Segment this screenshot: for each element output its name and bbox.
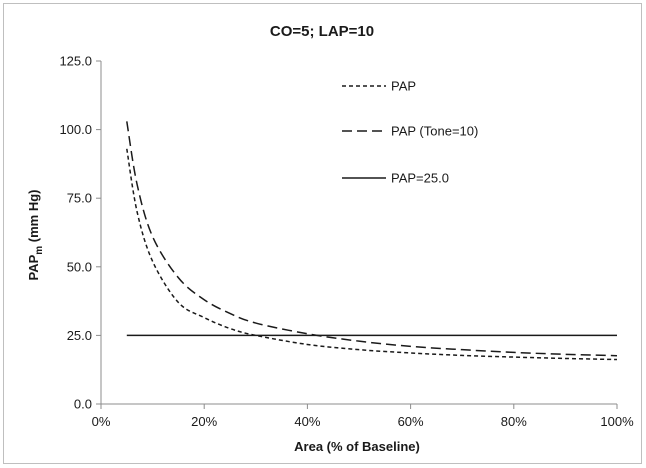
legend-label-1: PAP — [391, 79, 416, 94]
y-tick-label: 0.0 — [74, 397, 92, 412]
y-axis-label-main: PAP — [26, 254, 41, 280]
x-tick-label: 0% — [92, 414, 111, 429]
y-tick-label: 125.0 — [59, 54, 92, 69]
y-axis-label-rest: (mm Hg) — [26, 189, 41, 245]
x-tick-label: 80% — [501, 414, 527, 429]
y-tick-label: 100.0 — [59, 122, 92, 137]
y-tick-label: 25.0 — [67, 328, 92, 343]
legend: PAP PAP (Tone=10) PAP=25.0 — [342, 79, 478, 186]
axes: 0.0 25.0 50.0 75.0 100.0 125.0 0% 20% 40% 60% 80% 1… — [59, 54, 634, 430]
x-tick-label: 100% — [600, 414, 634, 429]
y-axis-label: PAPm (mm Hg) — [26, 189, 45, 280]
x-axis-label: Area (% of Baseline) — [294, 439, 420, 454]
y-tick-label: 75.0 — [67, 191, 92, 206]
legend-label-3: PAP=25.0 — [391, 171, 449, 186]
y-tick-label: 50.0 — [67, 259, 92, 274]
x-tick-label: 60% — [398, 414, 424, 429]
y-axis-label-sub: m — [34, 246, 45, 255]
legend-label-2: PAP (Tone=10) — [391, 124, 478, 139]
chart-title: CO=5; LAP=10 — [270, 23, 374, 40]
x-tick-label: 20% — [191, 414, 217, 429]
series-line-2 — [126, 121, 618, 357]
series-layer — [126, 121, 618, 361]
chart-frame — [3, 3, 642, 464]
series-line-1 — [126, 148, 618, 361]
x-tick-label: 40% — [294, 414, 320, 429]
